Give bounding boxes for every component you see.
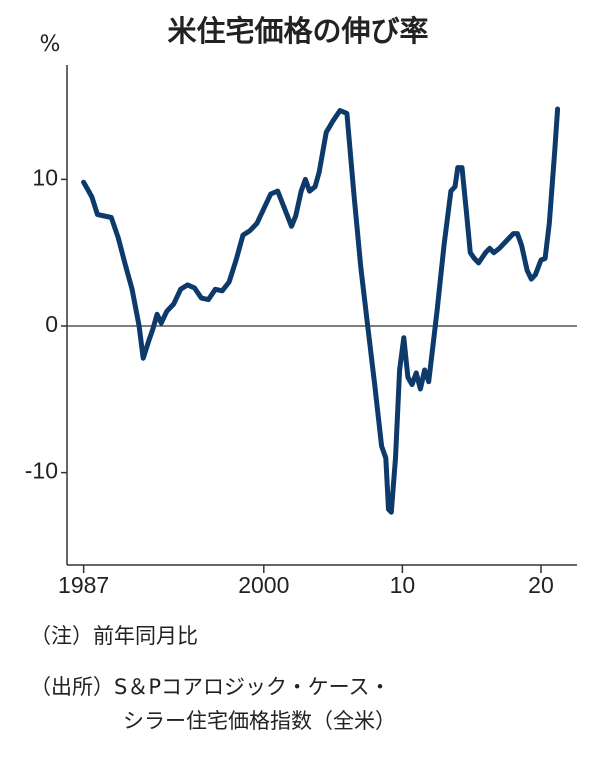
x-tick-label: 2000 <box>238 572 289 598</box>
data-line <box>81 106 561 515</box>
y-tick-label: 0 <box>45 311 58 337</box>
source: （出所）S＆Pコアロジック・ケース・ <box>30 675 391 699</box>
note: （注）前年同月比 <box>30 624 198 648</box>
x-tick-label: 1987 <box>58 572 109 598</box>
y-unit: % <box>40 32 61 57</box>
x-tick-label: 10 <box>390 572 416 598</box>
chart-title: 米住宅価格の伸び率 <box>167 14 428 48</box>
x-tick-label: 20 <box>528 572 554 598</box>
y-tick-label: 10 <box>32 164 58 190</box>
source: シラー住宅価格指数（全米） <box>123 709 396 733</box>
y-tick-label: -10 <box>25 458 58 484</box>
